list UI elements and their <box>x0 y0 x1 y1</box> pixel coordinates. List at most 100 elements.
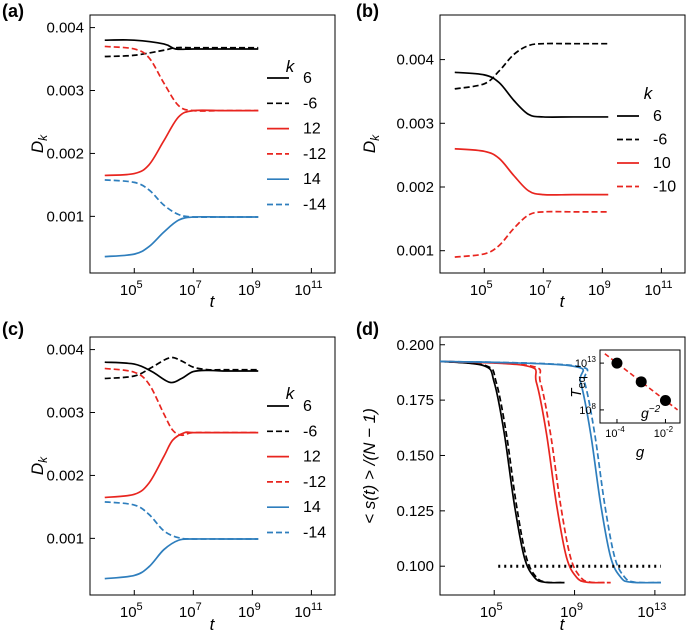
x-tick-label: 109 <box>238 601 261 621</box>
panel-c-xlabel: t <box>210 615 216 634</box>
inset-marks <box>604 353 679 411</box>
inset-ylabel: Teq <box>568 376 588 397</box>
x-tick-exponent: 13 <box>654 601 666 613</box>
inset-ylabel-main: T <box>568 387 585 398</box>
series-line--10 <box>454 210 609 258</box>
x-tick-base: 10 <box>644 282 661 299</box>
inset-x-tick-exponent: -4 <box>618 425 626 434</box>
panel-c-curves <box>104 356 259 580</box>
series-line-red-solid <box>439 360 605 584</box>
series-line-12 <box>104 431 259 499</box>
series-line-14 <box>104 538 259 580</box>
x-tick-base: 10 <box>294 604 311 621</box>
legend-label-12: 12 <box>303 121 321 138</box>
inset-xlabel: g <box>636 444 645 461</box>
series-line-6 <box>104 361 259 384</box>
panel-a-curves <box>104 39 259 258</box>
y-tick-label: 0.003 <box>46 83 84 100</box>
legend-label-14: 14 <box>303 171 321 188</box>
series-line--14 <box>104 179 259 219</box>
inset-x-tick-base: 10 <box>605 428 617 440</box>
panel-c-ylabel-main: D <box>28 463 47 475</box>
y-tick-label: 0.100 <box>396 558 434 575</box>
panel-d-ylabel: < s(t) > /(N − 1) <box>360 408 379 524</box>
x-tick-label: 105 <box>470 279 493 299</box>
series-line-6 <box>454 71 609 118</box>
panel-b-ylabel: Dk <box>360 134 382 153</box>
panel-d-curves <box>439 360 661 584</box>
series-line-black-solid <box>439 360 565 584</box>
x-tick-exponent: 7 <box>196 601 202 613</box>
x-tick-base: 10 <box>529 282 546 299</box>
series-line--14 <box>104 501 259 540</box>
x-tick-label: 109 <box>238 279 261 299</box>
inset-ylabel-sub: eq <box>576 376 588 388</box>
series-line--12 <box>104 367 259 437</box>
y-tick-label: 0.004 <box>46 20 84 37</box>
inset-x-tick-label: 10-2 <box>654 425 674 440</box>
y-tick-label: 0.002 <box>396 179 434 196</box>
x-tick-base: 10 <box>238 282 255 299</box>
legend-label--6: -6 <box>303 423 317 440</box>
x-tick-label: 107 <box>179 279 202 299</box>
inset-annotation-exp: −2 <box>649 404 661 415</box>
legend-label-6: 6 <box>303 398 312 415</box>
x-tick-base: 10 <box>588 282 605 299</box>
panel-c-ylabel-sub: k <box>36 456 50 463</box>
x-tick-label: 1011 <box>294 279 322 299</box>
legend-label--6: -6 <box>303 95 317 112</box>
y-tick-label: 0.200 <box>396 337 434 354</box>
x-tick-exponent: 9 <box>605 279 611 291</box>
panel-d-label: (d) <box>356 319 379 339</box>
series-line-blue-dashed <box>439 360 661 584</box>
inset-x-tick-base: 10 <box>654 428 666 440</box>
inset-y-tick-exponent: 8 <box>592 402 597 411</box>
y-tick-label: 0.125 <box>396 503 434 520</box>
legend-label-12: 12 <box>303 449 321 466</box>
legend-label-6: 6 <box>653 108 662 125</box>
x-tick-exponent: 9 <box>255 601 261 613</box>
x-tick-exponent: 5 <box>137 601 143 613</box>
y-tick-label: 0.004 <box>396 52 434 69</box>
legend-label--12: -12 <box>303 146 326 163</box>
panel-a-legend: k 6 -6 12 -12 14 -14 <box>267 57 326 214</box>
series-line--6 <box>454 42 609 90</box>
panel-c-ylabel: Dk <box>28 456 50 475</box>
x-tick-base: 10 <box>120 282 137 299</box>
x-tick-label: 107 <box>179 601 202 621</box>
panel-b-ylabel-sub: k <box>368 134 382 141</box>
panel-b-ylabel-main: D <box>360 141 379 153</box>
x-tick-base: 10 <box>637 604 654 621</box>
x-tick-base: 10 <box>470 282 487 299</box>
y-tick-label: 0.002 <box>46 145 84 162</box>
y-tick-label: 0.150 <box>396 447 434 464</box>
inset-y-tick-exponent: 13 <box>587 355 596 364</box>
panel-b-legend-title: k <box>644 84 654 103</box>
series-line-14 <box>104 215 259 258</box>
panel-c-legend-title: k <box>286 384 296 403</box>
inset-point <box>659 395 671 407</box>
x-tick-exponent: 11 <box>311 279 322 291</box>
panel-c-label: (c) <box>2 319 24 339</box>
y-tick-label: 0.175 <box>396 392 434 409</box>
legend-label--12: -12 <box>303 474 326 491</box>
y-tick-label: 0.003 <box>46 405 84 422</box>
panel-d: (d) 105 109 10130.1000.1250.1500.1750.200 … <box>356 319 686 634</box>
panel-b-legend: k 6 -6 10 -10 <box>617 84 676 196</box>
x-tick-exponent: 9 <box>255 279 261 291</box>
inset-x-tick-exponent: -2 <box>666 425 674 434</box>
legend-label--10: -10 <box>653 179 676 196</box>
x-tick-base: 10 <box>480 604 497 621</box>
inset-annotation-base: g <box>641 405 649 421</box>
legend-label-14: 14 <box>303 499 321 516</box>
x-tick-base: 10 <box>560 604 577 621</box>
x-tick-exponent: 11 <box>311 601 322 613</box>
panel-c-legend: k 6 -6 12 -12 14 -14 <box>267 384 326 542</box>
inset-annotation: g−2 <box>641 404 661 421</box>
panel-d-xlabel: t <box>560 615 566 634</box>
panel-b-label: (b) <box>356 1 379 21</box>
